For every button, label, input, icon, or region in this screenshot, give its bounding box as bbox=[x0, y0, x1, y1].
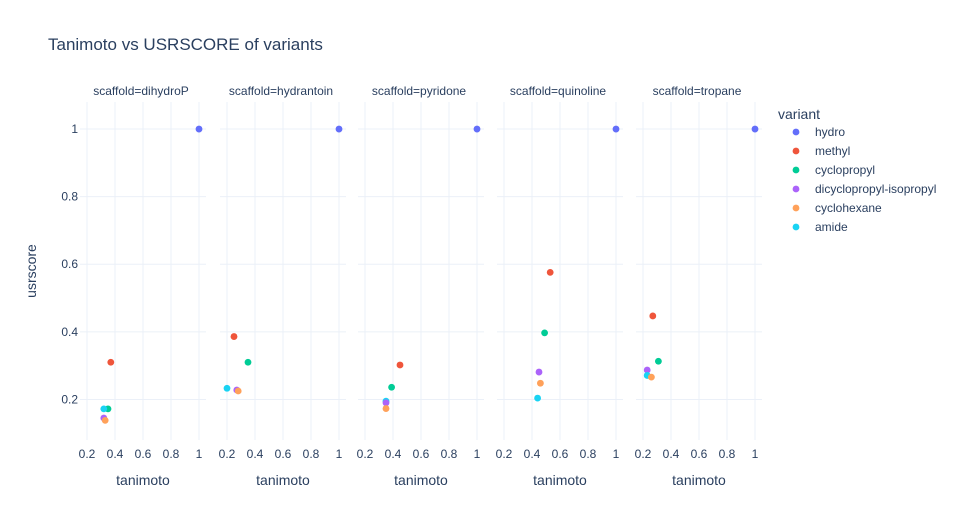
facet-title: scaffold=tropane bbox=[653, 84, 742, 98]
facet-title: scaffold=quinoline bbox=[510, 84, 607, 98]
legend-title: variant bbox=[778, 106, 820, 122]
legend-marker bbox=[792, 204, 800, 212]
legend[interactable]: variant hydro methyl cyclopropyl dicyclopro… bbox=[778, 106, 936, 234]
legend-label: methyl bbox=[815, 144, 850, 158]
data-point-amide[interactable] bbox=[223, 384, 231, 392]
data-point-amide[interactable] bbox=[100, 405, 108, 413]
x-tick-label: 0.2 bbox=[496, 447, 513, 461]
data-point-cyclohexane[interactable] bbox=[234, 387, 242, 395]
facet-panel: scaffold=hydrantoin 0.2 0.4 0.6 0.8 1 tanimoto bbox=[219, 84, 346, 488]
data-point-dicyclopropyl-isopropyl[interactable] bbox=[643, 366, 651, 374]
facet-title: scaffold=dihydroP bbox=[93, 84, 189, 98]
legend-marker bbox=[792, 147, 800, 155]
x-tick-label: 0.2 bbox=[357, 447, 374, 461]
y-tick-label: 0.6 bbox=[61, 257, 78, 271]
data-point-cyclopropyl[interactable] bbox=[244, 358, 252, 366]
legend-item-dicyclopropyl-isopropyl[interactable]: dicyclopropyl-isopropyl bbox=[792, 182, 937, 196]
data-point-methyl[interactable] bbox=[649, 312, 657, 320]
facet-panel: scaffold=tropane 0.2 0.4 0.6 0.8 1 tanimoto bbox=[635, 84, 762, 488]
x-tick-label: 0.6 bbox=[691, 447, 708, 461]
data-point-cyclohexane[interactable] bbox=[537, 379, 544, 387]
data-point-cyclopropyl[interactable] bbox=[655, 357, 662, 365]
y-tick-label: 1 bbox=[71, 122, 78, 136]
legend-item-cyclohexane[interactable]: cyclohexane bbox=[792, 201, 882, 215]
x-tick-label: 0.4 bbox=[107, 447, 124, 461]
legend-label: amide bbox=[815, 220, 848, 234]
data-point-hydro[interactable] bbox=[195, 125, 203, 133]
x-axis-title: tanimoto bbox=[256, 472, 310, 488]
legend-label: cyclohexane bbox=[815, 201, 882, 215]
x-tick-label: 0.4 bbox=[663, 447, 680, 461]
data-point-hydro[interactable] bbox=[751, 125, 759, 133]
x-tick-label: 0.2 bbox=[79, 447, 96, 461]
y-tick-label: 0.2 bbox=[61, 392, 78, 406]
data-point-hydro[interactable] bbox=[473, 125, 481, 133]
x-tick-label: 0.8 bbox=[719, 447, 736, 461]
x-tick-label: 1 bbox=[196, 447, 203, 461]
x-axis-title: tanimoto bbox=[672, 472, 726, 488]
x-tick-label: 0.8 bbox=[163, 447, 180, 461]
legend-label: hydro bbox=[815, 125, 845, 139]
x-tick-label: 0.6 bbox=[135, 447, 152, 461]
data-point-methyl[interactable] bbox=[230, 333, 238, 340]
y-tick-label: 0.8 bbox=[61, 190, 78, 204]
x-tick-label: 0.6 bbox=[552, 447, 569, 461]
chart-title: Tanimoto vs USRSCORE of variants bbox=[48, 35, 323, 54]
x-axis-title: tanimoto bbox=[394, 472, 448, 488]
data-point-methyl[interactable] bbox=[107, 358, 115, 366]
x-tick-label: 1 bbox=[613, 447, 620, 461]
data-point-dicyclopropyl-isopropyl[interactable] bbox=[382, 399, 390, 407]
legend-marker bbox=[792, 223, 800, 231]
data-point-cyclohexane[interactable] bbox=[648, 373, 655, 381]
x-tick-label: 1 bbox=[752, 447, 759, 461]
legend-marker bbox=[792, 128, 800, 136]
x-axis-title: tanimoto bbox=[533, 472, 587, 488]
legend-label: cyclopropyl bbox=[815, 163, 875, 177]
legend-marker bbox=[792, 166, 800, 174]
x-tick-label: 0.8 bbox=[303, 447, 320, 461]
x-tick-label: 1 bbox=[474, 447, 481, 461]
legend-marker bbox=[792, 185, 800, 193]
data-point-methyl[interactable] bbox=[546, 268, 554, 276]
legend-label: dicyclopropyl-isopropyl bbox=[815, 182, 936, 196]
data-point-dicyclopropyl-isopropyl[interactable] bbox=[535, 368, 543, 376]
x-tick-label: 0.4 bbox=[524, 447, 541, 461]
x-axis-title: tanimoto bbox=[116, 472, 170, 488]
facet-panels: scaffold=dihydroP 0.2 0.4 0.6 0.8 1 tanimoto 0.… bbox=[61, 84, 762, 488]
facet-panel: scaffold=dihydroP 0.2 0.4 0.6 0.8 1 tanimoto 0.… bbox=[61, 84, 206, 488]
x-tick-label: 0.6 bbox=[413, 447, 430, 461]
x-tick-label: 0.6 bbox=[275, 447, 292, 461]
y-axis-title: usrscore bbox=[23, 244, 39, 298]
facet-title: scaffold=hydrantoin bbox=[229, 84, 333, 98]
legend-item-amide[interactable]: amide bbox=[792, 220, 848, 234]
x-tick-label: 0.4 bbox=[385, 447, 402, 461]
facet-title: scaffold=pyridone bbox=[372, 84, 467, 98]
x-tick-label: 0.8 bbox=[580, 447, 597, 461]
facet-panel: scaffold=pyridone 0.2 0.4 0.6 0.8 1 tanimoto bbox=[357, 84, 484, 488]
legend-item-hydro[interactable]: hydro bbox=[792, 125, 846, 139]
data-point-cyclohexane[interactable] bbox=[382, 405, 390, 412]
data-point-hydro[interactable] bbox=[612, 125, 620, 133]
x-tick-label: 1 bbox=[336, 447, 343, 461]
data-point-hydro[interactable] bbox=[335, 125, 343, 133]
x-tick-label: 0.2 bbox=[219, 447, 236, 461]
legend-item-methyl[interactable]: methyl bbox=[792, 144, 851, 158]
data-point-amide[interactable] bbox=[534, 394, 541, 402]
legend-item-cyclopropyl[interactable]: cyclopropyl bbox=[792, 163, 875, 177]
y-tick-label: 0.4 bbox=[61, 325, 78, 339]
data-point-methyl[interactable] bbox=[396, 361, 404, 369]
x-tick-label: 0.8 bbox=[441, 447, 458, 461]
facet-panel: scaffold=quinoline 0.2 0.4 0.6 0.8 1 tanimoto bbox=[496, 84, 623, 488]
x-tick-label: 0.4 bbox=[247, 447, 264, 461]
data-point-cyclohexane[interactable] bbox=[101, 416, 109, 424]
data-point-cyclopropyl[interactable] bbox=[541, 329, 548, 337]
data-point-cyclopropyl[interactable] bbox=[388, 383, 395, 391]
x-tick-label: 0.2 bbox=[635, 447, 652, 461]
